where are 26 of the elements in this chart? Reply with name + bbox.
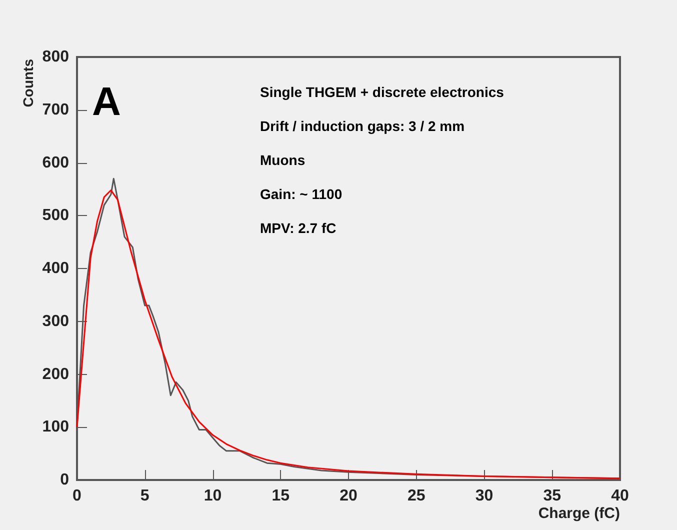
x-tick-label: 0: [72, 488, 82, 504]
annotation: Drift / induction gaps: 3 / 2 mm: [260, 118, 465, 134]
x-tick-label: 40: [611, 488, 629, 504]
annotation: A: [92, 80, 121, 124]
x-tick-label: 25: [407, 488, 426, 504]
x-tick-label: 10: [204, 488, 222, 504]
x-tick-label: 5: [140, 488, 150, 504]
x-tick-label: 15: [272, 488, 290, 504]
y-tick-label: 100: [42, 418, 70, 436]
x-tick-label: 20: [340, 488, 358, 504]
x-tick-label: 30: [475, 488, 494, 504]
annotation: Single THGEM + discrete electronics: [260, 84, 504, 100]
y-tick-label: 400: [42, 260, 70, 277]
x-tick-label: 35: [543, 488, 562, 504]
x-axis-title: Charge (fC): [538, 505, 620, 522]
y-tick-label: 0: [60, 472, 70, 488]
annotation: Gain: ~ 1100: [260, 186, 342, 202]
y-tick-label: 700: [42, 101, 70, 118]
y-tick-label: 200: [42, 366, 70, 383]
y-tick-label: 600: [42, 154, 70, 172]
y-tick-label: 300: [42, 312, 70, 330]
annotation: MPV: 2.7 fC: [260, 220, 336, 236]
y-tick-label: 500: [42, 207, 70, 224]
annotation: Muons: [260, 152, 306, 168]
y-axis-title: Counts: [20, 58, 36, 108]
y-tick-label: 800: [42, 48, 70, 66]
